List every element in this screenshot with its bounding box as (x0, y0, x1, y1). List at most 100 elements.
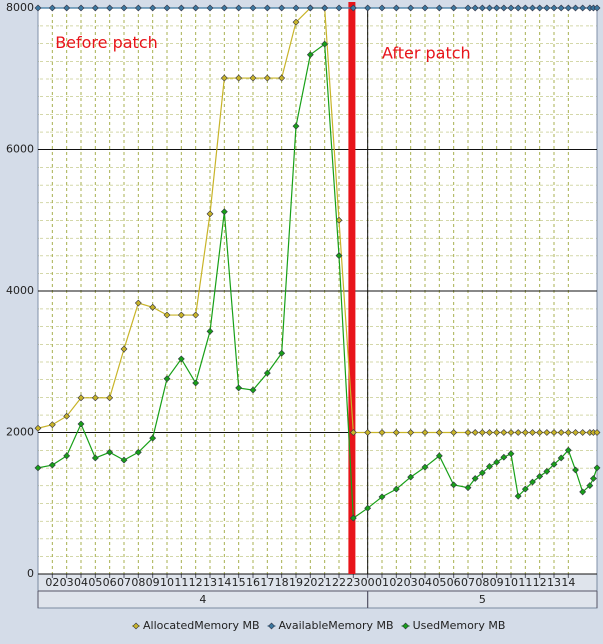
point-marker (435, 429, 443, 436)
point-marker (91, 394, 99, 402)
point-marker (392, 4, 400, 12)
point-marker (292, 122, 300, 130)
legend-marker (402, 622, 409, 630)
x-tick-label: 00 (361, 576, 375, 589)
point-marker (235, 384, 243, 392)
point-marker (421, 4, 429, 12)
point-marker (292, 4, 300, 12)
point-marker (177, 355, 185, 363)
point-marker (77, 394, 85, 402)
point-marker (589, 475, 597, 482)
point-marker (550, 429, 558, 436)
point-marker (235, 74, 243, 82)
point-marker (263, 369, 271, 377)
point-marker (586, 482, 594, 489)
x-group-label: 5 (479, 593, 486, 606)
x-tick-label: 20 (303, 576, 317, 589)
point-marker (478, 429, 486, 436)
point-marker (450, 4, 458, 12)
x-tick-label: 09 (146, 576, 160, 589)
point-marker (77, 420, 85, 428)
point-marker (579, 4, 587, 12)
x-tick-label: 14 (217, 576, 231, 589)
point-marker (464, 484, 472, 492)
x-tick-label: 01 (375, 576, 389, 589)
point-marker (206, 4, 214, 12)
x-tick-label: 22 (332, 576, 346, 589)
point-marker (543, 467, 551, 475)
point-marker (493, 429, 501, 436)
point-marker (134, 4, 142, 12)
point-marker (507, 429, 515, 436)
point-marker (579, 488, 587, 496)
point-marker (471, 429, 479, 436)
point-marker (134, 448, 142, 456)
point-marker (471, 4, 479, 12)
point-marker (120, 4, 128, 12)
x-tick-label: 11 (518, 576, 532, 589)
point-marker (593, 429, 601, 436)
point-marker (120, 345, 128, 353)
point-marker (500, 4, 508, 12)
x-tick-label: 06 (447, 576, 461, 589)
point-marker (106, 4, 114, 12)
y-tick-label: 6000 (6, 143, 34, 156)
point-marker (34, 4, 42, 12)
point-marker (335, 252, 343, 260)
x-tick-label: 23 (346, 576, 360, 589)
point-marker (529, 429, 536, 436)
point-marker (364, 504, 372, 512)
point-marker (421, 429, 429, 436)
point-marker (48, 4, 56, 12)
point-marker (192, 4, 200, 12)
point-marker (500, 453, 508, 461)
point-marker (486, 429, 493, 436)
y-tick-label: 8000 (6, 1, 34, 14)
x-tick-label: 02 (45, 576, 59, 589)
point-marker (557, 4, 565, 12)
x-tick-label: 12 (189, 576, 203, 589)
point-marker (507, 4, 515, 12)
y-tick-label: 0 (27, 567, 34, 580)
point-marker (486, 4, 493, 12)
point-marker (63, 452, 71, 460)
point-marker (521, 485, 529, 493)
point-marker (321, 4, 329, 12)
point-marker (249, 386, 257, 394)
y-tick-label: 2000 (6, 426, 34, 439)
point-marker (249, 4, 257, 12)
point-marker (564, 446, 572, 454)
point-marker (407, 473, 415, 481)
point-marker (263, 4, 271, 12)
x-tick-label: 16 (246, 576, 260, 589)
point-marker (249, 74, 257, 82)
point-marker (278, 349, 286, 357)
point-marker (564, 429, 572, 436)
point-marker (335, 4, 343, 12)
point-marker (407, 4, 415, 12)
point-marker (63, 412, 71, 420)
point-marker (543, 4, 551, 12)
point-marker (536, 472, 544, 480)
point-marker (572, 4, 579, 12)
point-marker (306, 51, 314, 59)
point-marker (177, 4, 185, 12)
x-tick-label: 13 (203, 576, 217, 589)
point-marker (263, 74, 271, 82)
point-marker (464, 429, 472, 436)
x-tick-label: 06 (103, 576, 117, 589)
x-tick-label: 05 (432, 576, 446, 589)
point-marker (48, 421, 56, 429)
point-marker (220, 74, 228, 82)
point-marker (149, 4, 157, 12)
point-marker (493, 4, 501, 12)
point-marker (278, 74, 286, 82)
x-tick-label: 03 (60, 576, 74, 589)
point-marker (478, 469, 486, 477)
point-marker (292, 18, 300, 26)
x-tick-label: 04 (74, 576, 88, 589)
x-group-label: 4 (199, 593, 206, 606)
x-tick-label: 03 (404, 576, 418, 589)
point-marker (564, 4, 572, 12)
